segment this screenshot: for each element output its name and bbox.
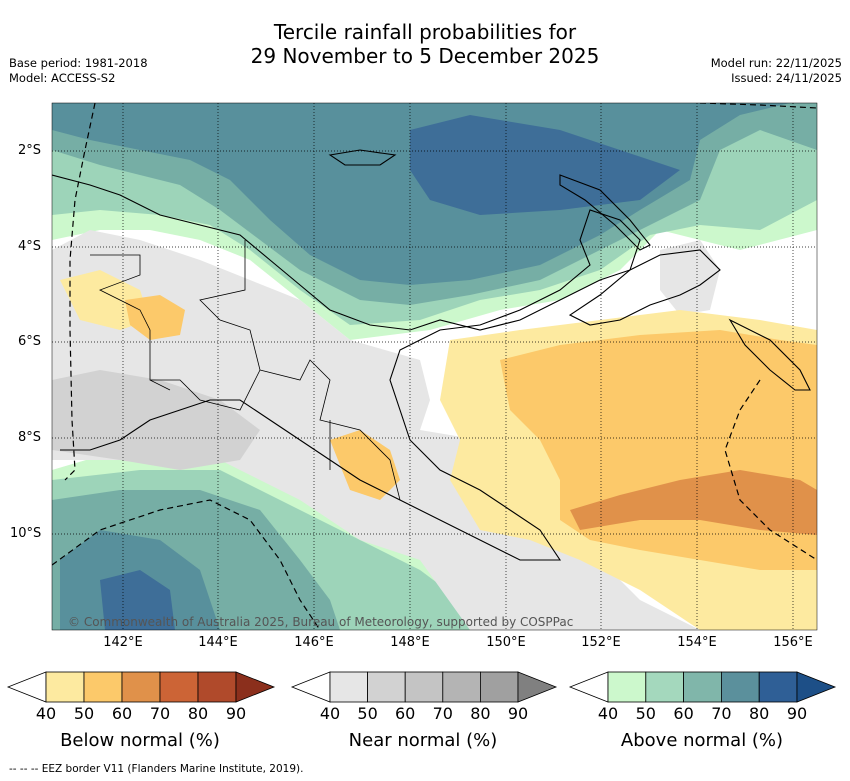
lat-label-8s: 8°S [18,430,42,445]
below-60-region [570,470,817,535]
colorbar-above [568,671,837,703]
colorbar-near-tick-70: 70 [432,704,453,723]
map-copyright: © Commonwealth of Australia 2025, Bureau… [68,615,573,629]
colorbar-above-tick-40: 40 [597,704,619,723]
colorbar-below-bin-50 [83,671,123,703]
below-50-west [125,295,185,340]
lon-label-148e: 148°E [390,635,430,650]
colorbar-above-bin-50 [645,671,684,703]
map-title: Tercile rainfall probabilities for 29 No… [0,20,850,68]
colorbar-above-tick-80: 80 [749,704,770,723]
colorbar-above-low-extend [568,671,609,703]
lat-label-4s: 4°S [18,239,42,254]
colorbar-below-bin-80 [197,671,237,703]
coastline-new-ireland [559,174,651,251]
colorbar-above-high-extend [796,671,837,703]
meta-right: Model run: 22/11/2025 Issued: 24/11/2025 [711,56,842,86]
colorbar-below-tick-50: 50 [73,704,95,723]
lon-label-146e: 146°E [294,635,334,650]
colorbar-above-tick-60: 60 [673,704,694,723]
lon-label-142e: 142°E [103,635,143,650]
colorbar-near-bin-40 [329,671,368,703]
colorbar-near-tick-50: 50 [357,704,378,723]
lon-label-152e: 152°E [581,635,621,650]
model-name: Model: ACCESS-S2 [9,71,116,85]
colorbar-below-bin-70 [159,671,199,703]
eez-border-south [52,499,321,630]
eez-footnote: -- -- -- EEZ border V11 (Flanders Marine… [9,763,304,775]
colorbar-below-bin-60 [121,671,161,703]
coastline-bougainville [728,318,811,391]
province-borders [90,240,401,501]
colorbar-title-below: Below normal (%) [60,730,220,751]
base-period: Base period: 1981-2018 [9,56,148,70]
map-frame [51,102,818,631]
issued-date: Issued: 24/11/2025 [731,71,842,85]
eez-border-west [64,103,96,481]
lon-label-156e: 156°E [773,635,813,650]
colorbar-below-low-extend [6,671,47,703]
colorbar-above-bin-40 [607,671,647,703]
colorbar-above-tick-90: 90 [786,704,808,723]
colorbar-above-tick-70: 70 [711,704,732,723]
below-40-west [60,270,150,330]
colorbar-below-tick-80: 80 [187,704,209,723]
colorbar-above-bin-80 [758,671,798,703]
colorbar-below-tick-40: 40 [35,704,57,723]
above-80-region [410,115,680,215]
lon-label-150e: 150°E [486,635,526,650]
graticule [52,103,817,630]
colorbar-near-tick-60: 60 [395,704,416,723]
map-area: © Commonwealth of Australia 2025, Bureau… [52,103,817,630]
model-run: Model run: 22/11/2025 [710,56,842,70]
colorbar-below-tick-70: 70 [149,704,171,723]
lat-label-10s: 10°S [10,526,42,541]
colorbar-near-tick-40: 40 [319,704,341,723]
colorbar-title-above: Above normal (%) [620,730,784,751]
colorbar-below-bin-40 [45,671,85,703]
colorbar-below-high-extend [235,671,276,703]
lat-label-2s: 2°S [18,143,42,158]
colorbar-near-bin-60 [404,671,444,703]
meta-left: Base period: 1981-2018 Model: ACCESS-S2 [9,56,148,86]
lon-label-144e: 144°E [198,635,238,650]
title-line-1: Tercile rainfall probabilities for [273,20,577,44]
colorbar-near [290,671,558,703]
colorbar-above-tick-50: 50 [635,704,656,723]
lon-label-154e: 154°E [677,635,717,650]
colorbar-near-bin-70 [442,671,481,703]
colorbar-below-tick-60: 60 [111,704,133,723]
colorbar-near-low-extend [290,671,331,703]
colorbar-above-bin-60 [683,671,722,703]
coastline-new-britain [568,249,721,326]
colorbar-near-bin-50 [367,671,406,703]
eez-border-southeast [724,379,817,561]
colorbar-below-tick-90: 90 [225,704,247,723]
above-80-southwest [100,570,175,630]
below-50-central [330,430,400,500]
colorbar-title-near: Near normal (%) [348,730,498,751]
colorbar-near-high-extend [517,671,558,703]
title-line-2: 29 November to 5 December 2025 [250,44,600,68]
coastline-new-guinea [52,174,641,561]
eez-border-east [699,103,817,109]
colorbar-near-bin-80 [479,671,519,703]
lat-label-6s: 6°S [18,334,42,349]
colorbar-below [6,671,276,703]
colorbar-near-tick-90: 90 [507,704,529,723]
colorbar-near-tick-80: 80 [470,704,491,723]
colorbar-above-bin-70 [721,671,760,703]
